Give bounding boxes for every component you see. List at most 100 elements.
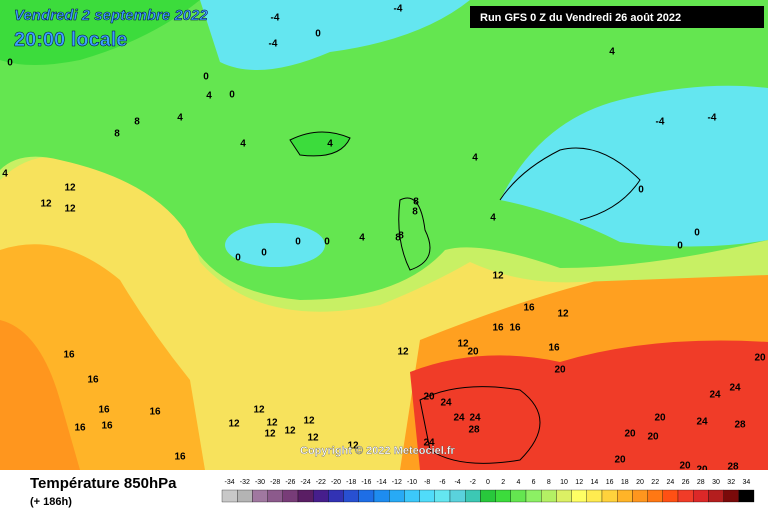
color-scale: -34 -32 -30 -28 -26 -24 -22 -20 -18 -16 -14 -12 -10-… bbox=[221, 479, 755, 503]
contour-label: -4 bbox=[394, 4, 403, 15]
contour-label: 0 bbox=[324, 237, 330, 248]
scale-label: 10 bbox=[560, 479, 568, 486]
contour-label: 12 bbox=[492, 271, 504, 282]
scale-swatch bbox=[632, 489, 648, 503]
contour-label: 16 bbox=[101, 421, 113, 432]
contour-label: 8 bbox=[134, 117, 140, 128]
contour-label: 4 bbox=[2, 169, 8, 180]
scale-swatch bbox=[419, 489, 435, 503]
scale-label: 34 bbox=[743, 479, 751, 486]
coastline bbox=[398, 197, 431, 271]
scale-label: -26 bbox=[285, 479, 295, 486]
contour-label: 0 bbox=[694, 228, 700, 239]
scale-swatch bbox=[556, 489, 572, 503]
contour-label: 16 bbox=[492, 323, 504, 334]
contour-label: 20 bbox=[554, 365, 566, 376]
contour-label: 12 bbox=[307, 433, 319, 444]
scale-swatch bbox=[221, 489, 238, 503]
contour-label: -4 bbox=[269, 39, 278, 50]
contour-label: -4 bbox=[656, 117, 665, 128]
zone-green bbox=[0, 0, 768, 300]
contour-label: 20 bbox=[679, 461, 691, 472]
scale-label: -14 bbox=[377, 479, 387, 486]
scale-label: 2 bbox=[501, 479, 505, 486]
zone-cyan-north bbox=[200, 0, 470, 70]
scale-label: 12 bbox=[575, 479, 583, 486]
scale-label: 28 bbox=[697, 479, 705, 486]
scale-label: 22 bbox=[651, 479, 659, 486]
contour-label: 16 bbox=[523, 303, 535, 314]
contour-label: 20 bbox=[647, 432, 659, 443]
scale-label: 32 bbox=[727, 479, 735, 486]
contour-label: 12 bbox=[228, 419, 240, 430]
contour-label: 12 bbox=[303, 416, 315, 427]
contour-label: 12 bbox=[347, 441, 359, 452]
contour-label: 16 bbox=[509, 323, 521, 334]
scale-label: -34 bbox=[225, 479, 235, 486]
contour-label: 4 bbox=[206, 91, 212, 102]
scale-label: 14 bbox=[591, 479, 599, 486]
contour-label: 24 bbox=[440, 398, 452, 409]
scale-label: -4 bbox=[454, 479, 460, 486]
scale-swatch bbox=[358, 489, 375, 503]
contour-label: 20 bbox=[423, 392, 435, 403]
scale-swatch bbox=[252, 489, 268, 503]
zone-green-deep bbox=[0, 0, 200, 65]
contour-label: 16 bbox=[149, 407, 161, 418]
contour-label: 12 bbox=[64, 183, 76, 194]
scale-label: -28 bbox=[270, 479, 280, 486]
scale-label: 4 bbox=[516, 479, 520, 486]
contour-label: 0 bbox=[203, 72, 209, 83]
scale-swatch bbox=[617, 489, 633, 503]
scale-swatch bbox=[389, 489, 405, 503]
contour-label: 24 bbox=[469, 413, 481, 424]
coastline bbox=[499, 147, 641, 221]
scale-swatch bbox=[297, 489, 314, 503]
scale-swatch bbox=[480, 489, 496, 503]
contour-label: 12 bbox=[266, 418, 278, 429]
contour-label: 8 bbox=[398, 231, 404, 242]
scale-label: 18 bbox=[621, 479, 629, 486]
zone-cyan-atlantic bbox=[225, 223, 325, 267]
scale-swatch bbox=[571, 489, 587, 503]
scale-label: -30 bbox=[255, 479, 265, 486]
scale-swatch bbox=[708, 489, 724, 503]
contour-label: 20 bbox=[624, 429, 636, 440]
scale-swatch bbox=[237, 489, 253, 503]
scale-label: -10 bbox=[407, 479, 417, 486]
scale-swatch bbox=[343, 489, 359, 503]
scale-label: -12 bbox=[392, 479, 402, 486]
contour-label: 0 bbox=[295, 237, 301, 248]
scale-swatch bbox=[282, 489, 299, 503]
contour-label: 16 bbox=[87, 375, 99, 386]
zone-cyan-east bbox=[500, 85, 768, 247]
contour-label: -4 bbox=[271, 13, 280, 24]
coastline bbox=[419, 386, 541, 464]
forecast-lead: (+ 186h) bbox=[30, 496, 72, 508]
contour-label: 0 bbox=[315, 29, 321, 40]
scale-swatch bbox=[404, 489, 420, 503]
scale-label: 8 bbox=[547, 479, 551, 486]
contour-label: 16 bbox=[98, 405, 110, 416]
scale-label: 30 bbox=[712, 479, 720, 486]
scale-swatch bbox=[601, 489, 618, 503]
contour-label: 0 bbox=[638, 185, 644, 196]
scale-swatch bbox=[313, 489, 329, 503]
contour-label: 4 bbox=[327, 139, 333, 150]
scale-label: 6 bbox=[532, 479, 536, 486]
scale-label: -22 bbox=[316, 479, 326, 486]
zone-orange-deep bbox=[0, 320, 80, 470]
scale-swatch bbox=[647, 489, 663, 503]
contour-label: 24 bbox=[696, 417, 708, 428]
scale-swatch bbox=[525, 489, 542, 503]
contour-label: 12 bbox=[64, 204, 76, 215]
contour-label: 16 bbox=[63, 350, 75, 361]
contour-label: 24 bbox=[423, 438, 435, 449]
contour-label: 12 bbox=[264, 429, 276, 440]
scale-label: -16 bbox=[361, 479, 371, 486]
scale-label: -18 bbox=[346, 479, 356, 486]
zone-red bbox=[410, 340, 768, 470]
